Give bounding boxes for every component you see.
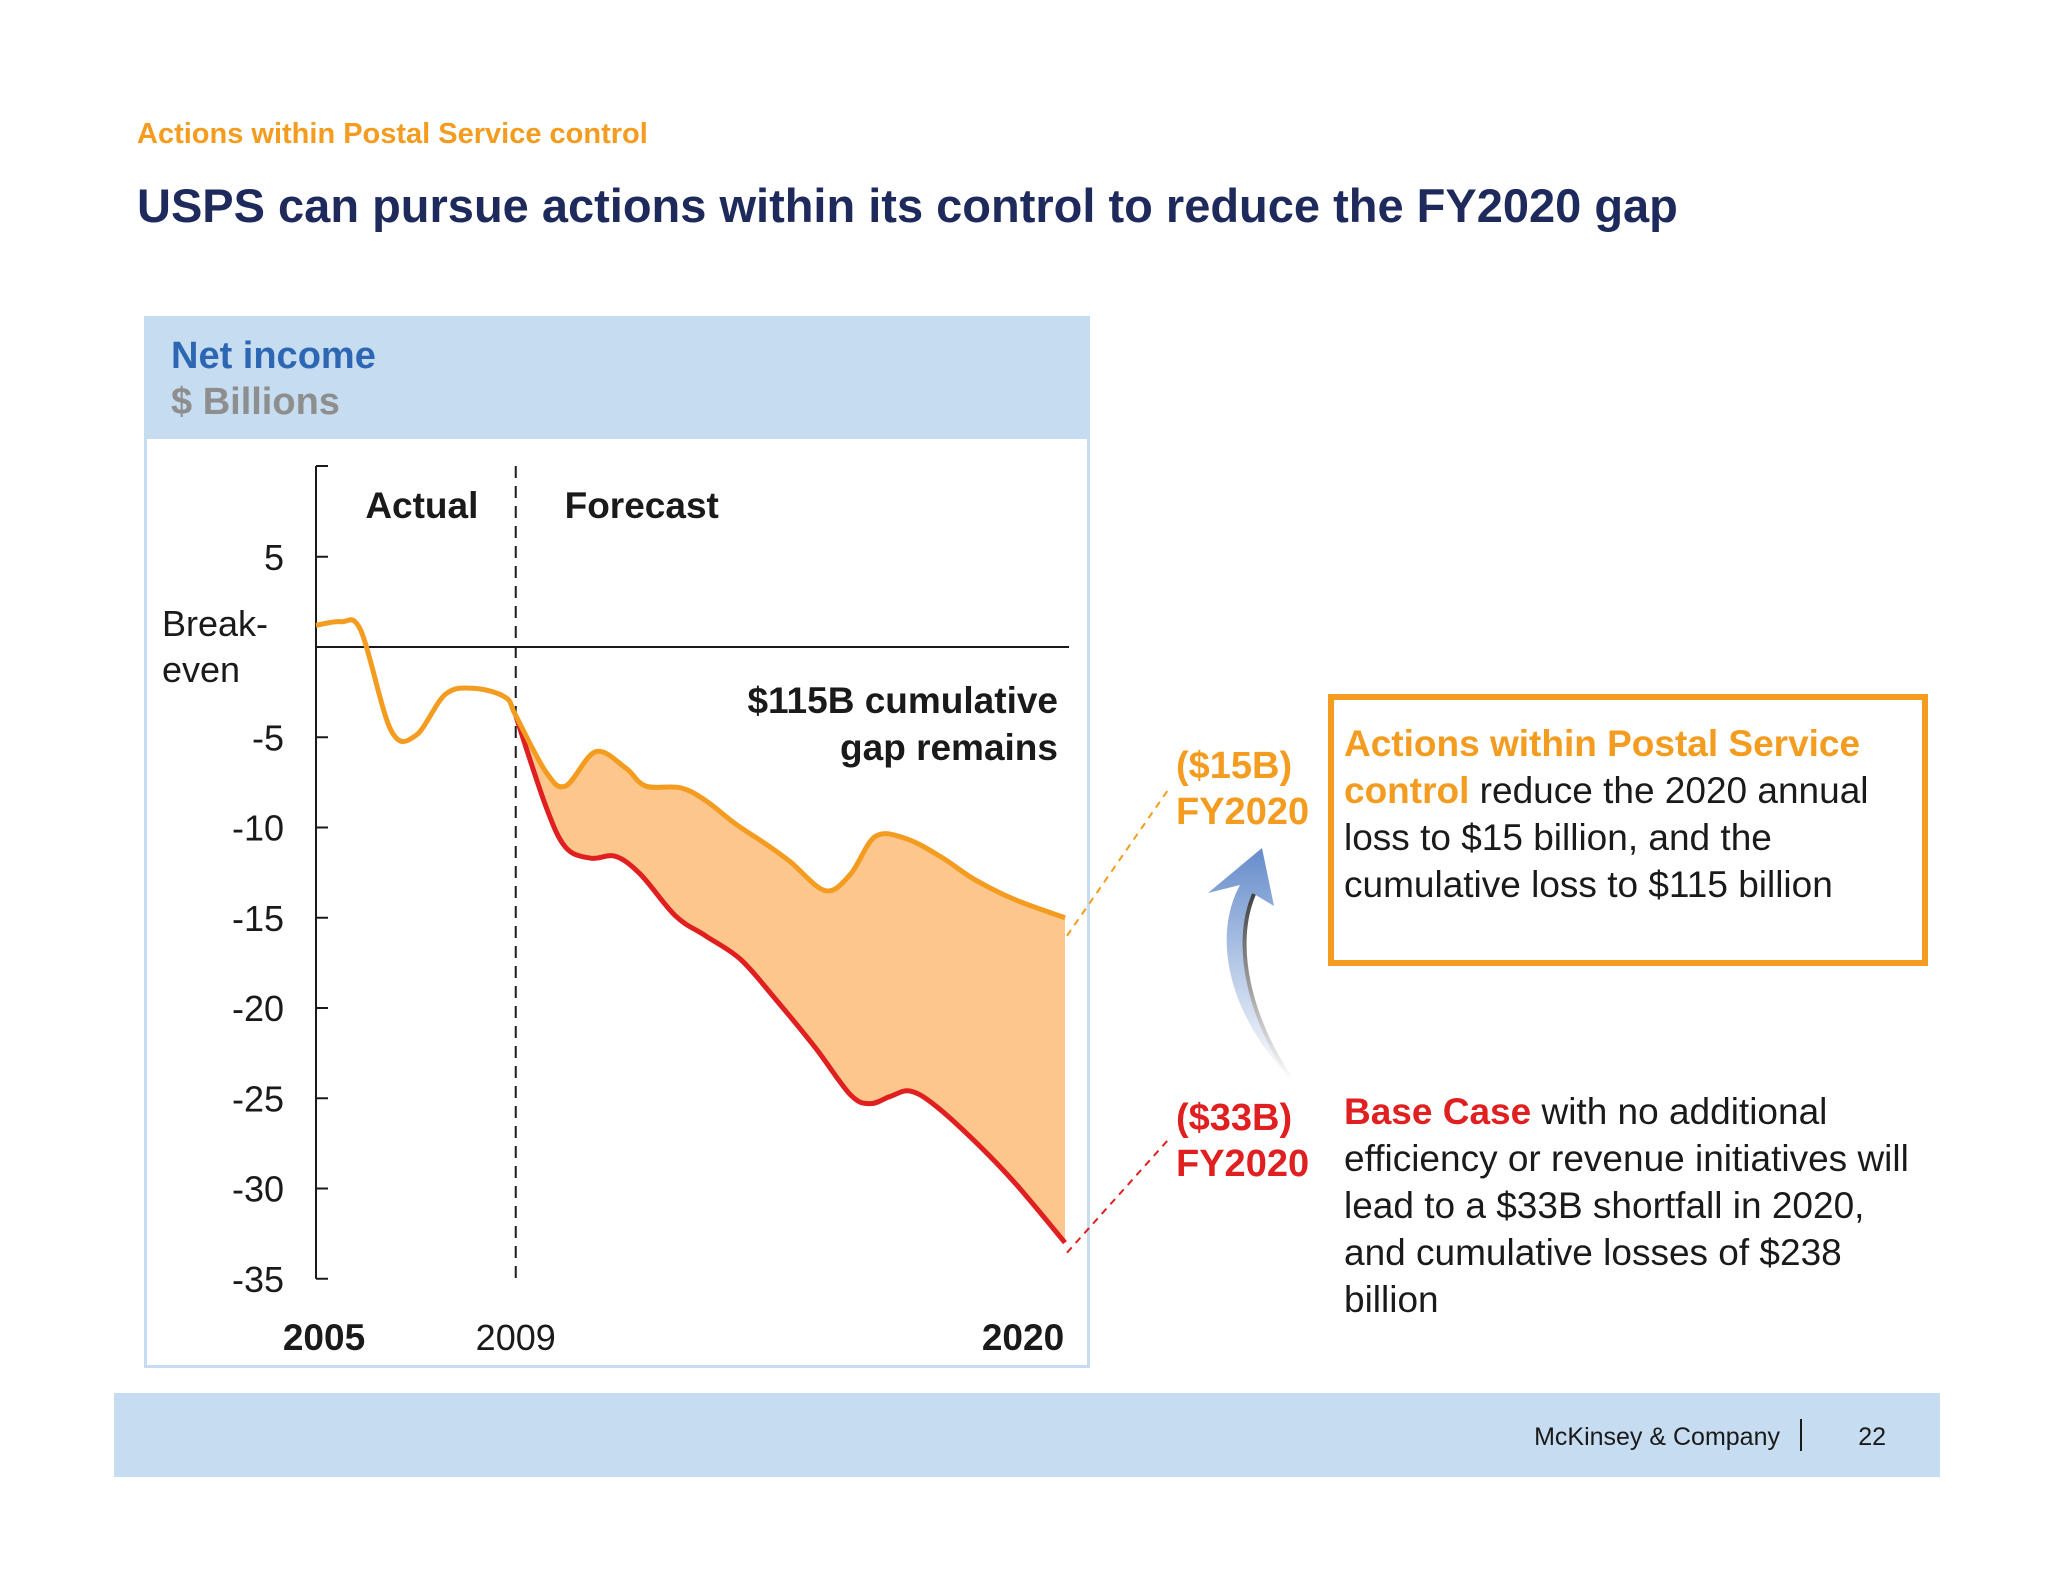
y-tick-label: -5 xyxy=(252,717,284,758)
footer-company: McKinsey & Company xyxy=(1534,1423,1780,1451)
page-number: 22 xyxy=(1858,1423,1886,1451)
x-tick-label: 2009 xyxy=(476,1317,556,1358)
page-title: USPS can pursue actions within its contr… xyxy=(137,179,1678,232)
upper-note-lead: Actions within Postal Service control xyxy=(1344,723,1861,811)
footer-divider xyxy=(1800,1419,1802,1451)
series-line-actions xyxy=(315,617,1066,921)
lower-note-text: with no additional efficiency or revenue… xyxy=(1344,1091,1909,1320)
callout-lower-year: FY2020 xyxy=(1176,1143,1309,1185)
breakeven-label-line1: Break- xyxy=(162,603,268,644)
lower-note-lead: Base Case xyxy=(1344,1091,1532,1132)
y-tick-label: -25 xyxy=(232,1078,284,1119)
chart-panel: Net income $ Billions xyxy=(144,316,1090,1368)
y-tick-label: 5 xyxy=(264,537,284,578)
gap-area xyxy=(515,715,1065,1243)
callout-lower-value: ($33B) xyxy=(1176,1097,1292,1139)
y-tick-label: -30 xyxy=(232,1169,284,1210)
upper-callout-note: Actions within Postal Service control re… xyxy=(1344,720,1924,908)
callout-upper-value: ($15B) xyxy=(1176,745,1292,787)
chart-unit: $ Billions xyxy=(171,381,340,423)
breakeven-label-line2: even xyxy=(162,649,240,690)
chart-panel-header: Net income $ Billions xyxy=(147,319,1087,439)
x-tick-label: 2020 xyxy=(982,1317,1064,1358)
series-line-base-case xyxy=(513,714,1067,1245)
callout-upper-year: FY2020 xyxy=(1176,791,1309,833)
region-label-forecast: Forecast xyxy=(565,485,719,526)
x-tick-label: 2005 xyxy=(283,1317,365,1358)
footer-bar: McKinsey & Company 22 xyxy=(114,1393,1940,1477)
y-tick-label: -20 xyxy=(232,988,284,1029)
callout-leader-upper xyxy=(1066,789,1169,937)
upper-note-text: reduce the 2020 annual loss to $15 billi… xyxy=(1344,770,1869,905)
upper-callout-box xyxy=(1328,694,1928,966)
improvement-arrow-icon xyxy=(1208,848,1294,1082)
eyebrow-label: Actions within Postal Service control xyxy=(137,118,648,150)
lower-callout-note: Base Case with no additional efficiency … xyxy=(1344,1088,1924,1323)
gap-label-line1: $115B cumulative xyxy=(747,680,1058,721)
chart-title: Net income xyxy=(171,335,376,377)
y-tick-label: -35 xyxy=(232,1259,284,1300)
callout-leader-lower xyxy=(1066,1139,1169,1254)
region-label-actual: Actual xyxy=(365,485,478,526)
gap-label-line2: gap remains xyxy=(840,727,1058,768)
y-tick-label: -10 xyxy=(232,808,284,849)
y-tick-label: -15 xyxy=(232,898,284,939)
